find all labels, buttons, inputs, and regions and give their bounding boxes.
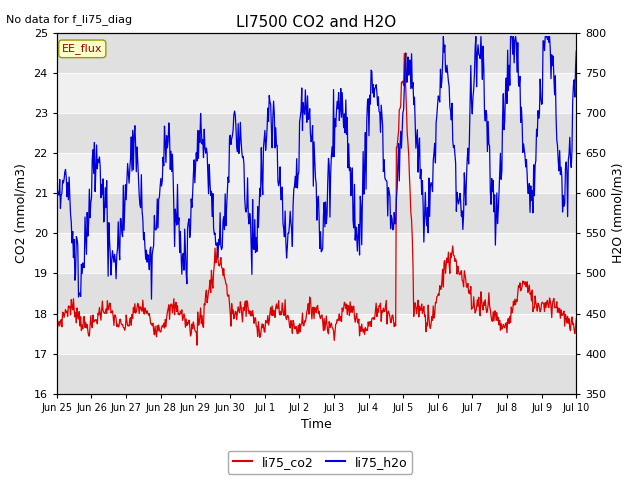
li75_co2 <box>572 316 580 322</box>
Bar <box>57 72 576 113</box>
X-axis label: Time: Time <box>301 419 332 432</box>
li75_h2o <box>380 157 388 163</box>
li75_h2o <box>440 34 447 39</box>
li75_h2o <box>396 178 403 184</box>
li75_co2 <box>53 315 61 321</box>
Bar <box>57 354 576 394</box>
li75_co2 <box>168 310 176 316</box>
Text: No data for f_li75_diag: No data for f_li75_diag <box>6 14 132 25</box>
Bar <box>57 193 576 233</box>
li75_h2o <box>148 296 156 302</box>
li75_co2 <box>396 107 403 112</box>
Y-axis label: H2O (mmol/m3): H2O (mmol/m3) <box>612 163 625 264</box>
Bar <box>57 33 576 72</box>
li75_co2 <box>193 342 201 348</box>
li75_h2o <box>196 110 204 116</box>
li75_co2 <box>196 305 204 311</box>
li75_h2o <box>572 48 580 54</box>
li75_h2o <box>116 257 124 263</box>
li75_h2o <box>62 174 70 180</box>
Bar <box>57 113 576 153</box>
Y-axis label: CO2 (mmol/m3): CO2 (mmol/m3) <box>15 163 28 263</box>
Text: EE_flux: EE_flux <box>62 43 102 54</box>
Bar <box>57 274 576 313</box>
li75_co2 <box>380 309 388 314</box>
li75_co2 <box>62 310 70 315</box>
Bar <box>57 153 576 193</box>
li75_h2o <box>53 204 61 210</box>
li75_co2 <box>401 50 408 56</box>
Title: LI7500 CO2 and H2O: LI7500 CO2 and H2O <box>236 15 397 30</box>
Bar <box>57 233 576 274</box>
Legend: li75_co2, li75_h2o: li75_co2, li75_h2o <box>228 451 412 474</box>
Line: li75_co2: li75_co2 <box>57 53 576 345</box>
li75_co2 <box>116 317 124 323</box>
Line: li75_h2o: li75_h2o <box>57 36 576 299</box>
Bar <box>57 313 576 354</box>
li75_h2o <box>170 175 177 180</box>
